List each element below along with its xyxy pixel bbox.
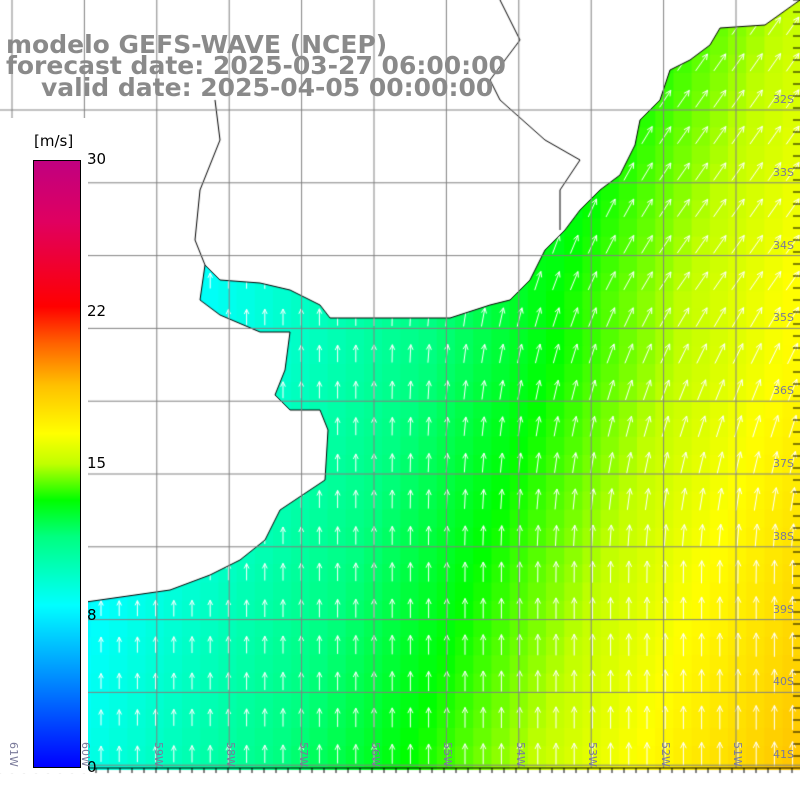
lon-label: 51W — [731, 742, 744, 767]
lat-label: 38S — [773, 529, 794, 543]
lat-label: 35S — [773, 311, 794, 325]
lon-label: 56W — [369, 742, 382, 767]
lon-label: 55W — [441, 742, 455, 767]
colorbar-unit: [m/s] — [34, 132, 74, 150]
forecast-date: forecast date: 2025-03-27 06:00:00 — [6, 51, 506, 80]
lat-label: 39S — [773, 602, 794, 616]
lat-label: 41S — [773, 748, 794, 762]
valid-date: valid date: 2025-04-05 00:00:00 — [41, 73, 494, 102]
lon-label: 52W — [658, 742, 672, 767]
lon-label: 58W — [224, 742, 238, 767]
lat-label: 37S — [773, 457, 794, 470]
lon-label: 59W — [151, 742, 165, 767]
colorbar — [33, 160, 81, 768]
lon-label: 53W — [586, 742, 600, 767]
lat-label: 32S — [773, 93, 794, 106]
lat-label: 34S — [773, 238, 794, 252]
colorbar-tick-8: 8 — [87, 606, 97, 624]
lon-label: 60W — [79, 742, 93, 767]
lon-label: 57W — [296, 742, 310, 767]
model-title: modelo GEFS-WAVE (NCEP) — [6, 30, 388, 59]
lat-label: 40S — [773, 675, 794, 689]
lon-label: 61W — [7, 742, 20, 767]
lat-label: 36S — [773, 384, 794, 398]
colorbar-tick-0: 0 — [87, 758, 97, 776]
colorbar-tick-15: 15 — [87, 454, 107, 472]
lon-label: 54W — [513, 742, 527, 767]
colorbar-tick-22: 22 — [87, 302, 107, 320]
colorbar-tick-30: 30 — [87, 150, 107, 168]
lat-label: 33S — [773, 165, 794, 179]
